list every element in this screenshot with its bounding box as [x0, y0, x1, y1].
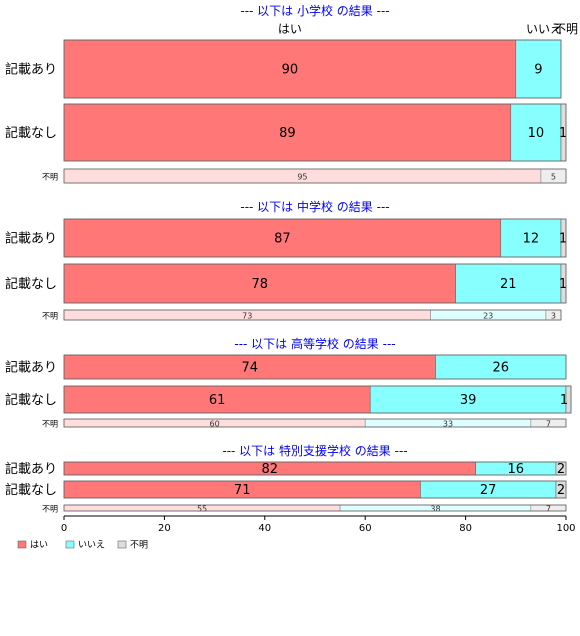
bar-outline — [63, 39, 562, 99]
data-label: 60 — [210, 420, 220, 429]
legend-swatch — [65, 540, 75, 549]
data-label: 39 — [460, 393, 477, 408]
data-label: 27 — [480, 483, 497, 498]
x-tick-label: 40 — [258, 523, 271, 534]
x-tick-label: 60 — [359, 523, 372, 534]
panel-title: --- 以下は 高等学校 の結果 --- — [234, 336, 395, 351]
row-label: 不明 — [42, 505, 58, 514]
category-header: いいえ — [526, 22, 562, 36]
data-label: 61 — [209, 393, 226, 408]
row-label: 記載あり — [5, 62, 57, 78]
data-label: 73 — [242, 312, 252, 321]
bar-outline — [63, 263, 567, 304]
data-label: 7 — [546, 505, 551, 514]
data-label: 38 — [430, 505, 440, 514]
data-label: 33 — [443, 420, 453, 429]
legend-label: はい — [30, 540, 48, 551]
bar-segment-no — [435, 354, 567, 380]
bar-outline — [63, 103, 567, 162]
row-label: 記載なし — [5, 125, 57, 141]
legend-label: いいえ — [78, 540, 105, 551]
row-label: 不明 — [42, 173, 58, 182]
bar-segment-no — [515, 39, 562, 99]
category-header: 不明 — [554, 22, 578, 36]
data-label: 55 — [197, 505, 207, 514]
legend-label: 不明 — [130, 540, 148, 551]
data-label: 1 — [559, 126, 567, 141]
data-label: 26 — [492, 361, 509, 376]
row-label: 記載なし — [5, 392, 57, 408]
row-label: 不明 — [42, 420, 58, 429]
row-label: 記載あり — [5, 360, 57, 376]
data-label: 16 — [508, 462, 525, 477]
data-label: 2 — [557, 462, 565, 477]
data-label: 74 — [241, 361, 258, 376]
row-label: 記載あり — [5, 461, 57, 477]
x-tick-label: 80 — [459, 523, 472, 534]
data-label: 89 — [279, 126, 296, 141]
data-label: 95 — [297, 173, 307, 182]
data-label: 1 — [559, 232, 567, 247]
bar-outline — [63, 461, 567, 476]
bar-segment-no — [455, 263, 562, 304]
legend-swatch — [17, 540, 27, 549]
bar-outline — [63, 354, 567, 380]
bar-segment-yes — [63, 39, 517, 99]
panel-title: --- 以下は 特別支援学校 の結果 --- — [222, 443, 407, 458]
category-header: はい — [278, 22, 302, 36]
data-label: 10 — [528, 126, 545, 141]
x-tick-label: 100 — [556, 523, 575, 534]
panel-title: --- 以下は 中学校 の結果 --- — [240, 199, 389, 214]
data-label: 7 — [546, 420, 551, 429]
data-label: 82 — [262, 462, 279, 477]
row-label: 不明 — [42, 312, 58, 321]
data-label: 1 — [559, 277, 567, 292]
data-label: 2 — [557, 483, 565, 498]
data-label: 5 — [551, 173, 556, 182]
bar-outline — [63, 168, 567, 184]
data-label: 3 — [551, 312, 556, 321]
panel-title: --- 以下は 小学校 の結果 --- — [240, 3, 389, 18]
data-label: 71 — [234, 483, 251, 498]
row-label: 記載なし — [5, 482, 57, 498]
bar-outline — [63, 309, 562, 321]
data-label: 23 — [483, 312, 493, 321]
row-label: 記載なし — [5, 276, 57, 292]
legend-swatch — [117, 540, 127, 549]
bar-outline — [63, 480, 567, 499]
data-label: 12 — [523, 232, 540, 247]
x-tick-label: 0 — [61, 523, 67, 534]
bar-outline — [63, 504, 567, 512]
data-label: 21 — [500, 277, 517, 292]
bar-outline — [63, 385, 572, 414]
row-label: 記載あり — [5, 231, 57, 247]
data-label: 87 — [274, 232, 291, 247]
bar-segment-no — [510, 103, 562, 162]
data-label: 78 — [252, 277, 269, 292]
bar-outline — [63, 418, 567, 428]
data-label: 1 — [560, 393, 568, 408]
data-label: 90 — [282, 63, 299, 78]
bar-outline — [63, 218, 567, 258]
data-label: 9 — [534, 63, 542, 78]
x-tick-label: 20 — [158, 523, 171, 534]
bar-segment-no — [369, 385, 567, 414]
bar-segment-yes — [63, 218, 502, 258]
